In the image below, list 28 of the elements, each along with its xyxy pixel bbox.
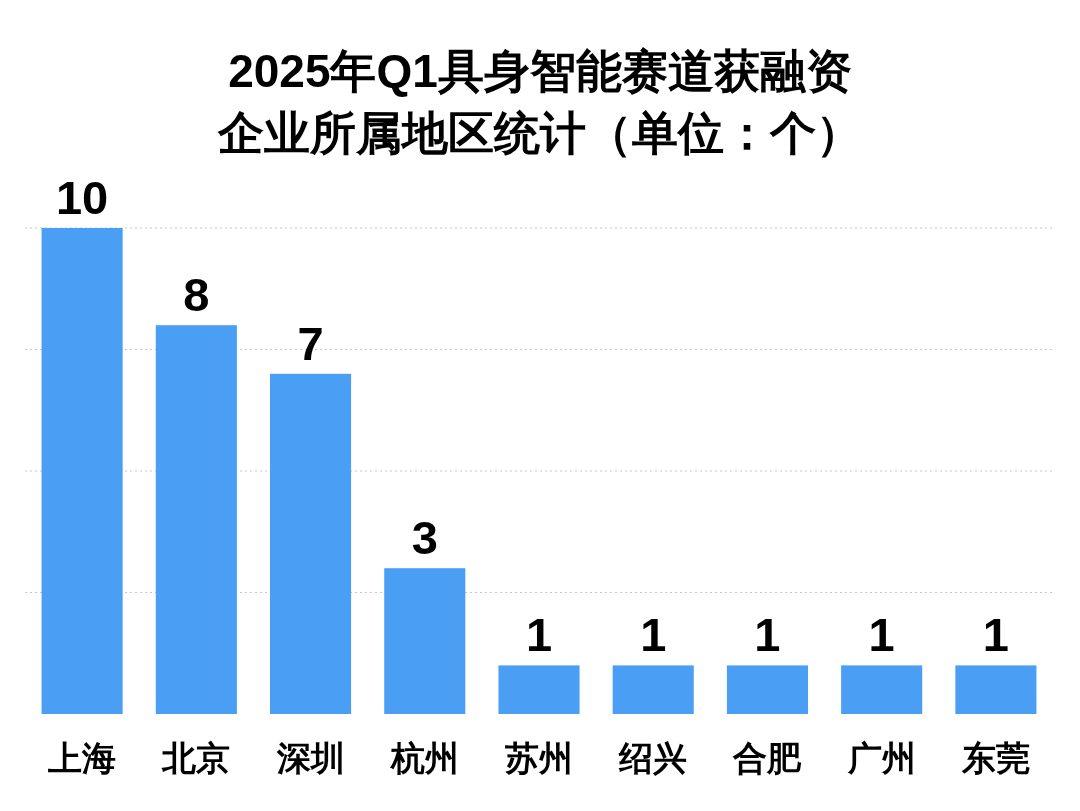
bar <box>155 325 237 714</box>
bar <box>384 568 466 714</box>
x-tick-label: 杭州 <box>388 739 459 777</box>
data-label: 7 <box>297 316 324 370</box>
x-tick-label: 合肥 <box>732 739 803 777</box>
x-tick-label: 深圳 <box>275 739 345 777</box>
data-label: 1 <box>868 608 895 662</box>
x-tick-label: 绍兴 <box>618 739 688 777</box>
data-label: 1 <box>525 608 553 662</box>
bar <box>841 665 923 714</box>
bar <box>955 665 1037 714</box>
x-tick-label: 东莞 <box>960 739 1030 777</box>
bar <box>612 665 694 714</box>
x-tick-label: 北京 <box>161 739 231 777</box>
bar <box>726 665 808 714</box>
data-label: 1 <box>640 608 667 662</box>
data-label: 10 <box>55 171 109 224</box>
x-tick-label: 广州 <box>846 739 916 777</box>
chart-title: 2025年Q1具身智能赛道获融资企业所属地区统计（单位：个） <box>217 44 863 161</box>
bar <box>498 665 580 714</box>
data-label: 1 <box>982 608 1009 662</box>
x-tick-label: 苏州 <box>504 739 573 777</box>
data-label: 8 <box>183 268 210 322</box>
bar <box>41 228 123 714</box>
bar <box>270 373 352 714</box>
data-label: 3 <box>411 511 438 565</box>
data-label: 1 <box>754 608 781 662</box>
x-tick-label: 上海 <box>47 739 117 777</box>
